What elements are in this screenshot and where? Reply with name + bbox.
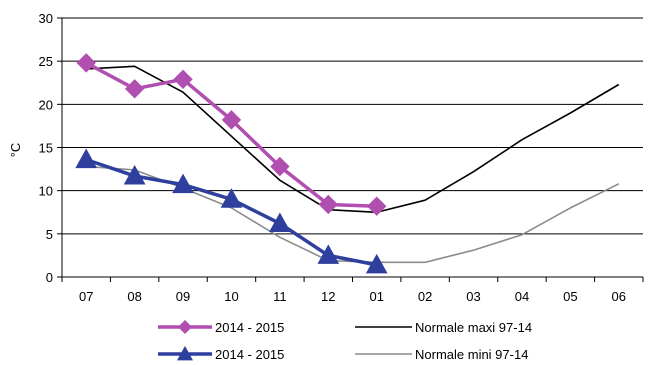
y-tick-label: 10 [39, 184, 53, 199]
y-tick-label: 20 [39, 97, 53, 112]
data-point-1 [123, 164, 146, 185]
legend-item: 2014 - 2015 [158, 346, 284, 362]
x-tick-label: 08 [127, 289, 141, 304]
x-tick-label: 07 [79, 289, 93, 304]
legend-item: Normale maxi 97-14 [355, 320, 532, 335]
series-line-2 [86, 65, 620, 214]
x-tick-label: 03 [466, 289, 480, 304]
legend-item: Normale mini 97-14 [355, 347, 528, 362]
axes [57, 17, 644, 282]
y-tick-label: 25 [39, 54, 53, 69]
data-point-0 [173, 69, 193, 90]
x-tick-label: 04 [515, 289, 529, 304]
x-tick-label: 06 [612, 289, 626, 304]
data-point-1 [317, 244, 340, 264]
y-tick-label: 0 [46, 270, 53, 285]
data-point-1 [172, 173, 194, 194]
legend-marker [178, 320, 192, 334]
x-tick-label: 11 [273, 289, 287, 304]
x-tick-label: 05 [563, 289, 577, 304]
data-point-1 [220, 188, 243, 208]
y-tick-labels: 0 5 10 15 20 25 30 [39, 11, 53, 285]
data-point-0 [76, 53, 96, 73]
x-tick-label: 12 [321, 289, 335, 304]
legend-label: Normale mini 97-14 [415, 347, 528, 362]
legend: 2014 - 2015 2014 - 2015 Normale maxi 97-14… [158, 320, 532, 362]
data-point-0 [318, 194, 338, 215]
x-tick-label: 01 [369, 289, 383, 304]
data-point-1 [365, 253, 388, 274]
y-tick-label: 5 [46, 227, 53, 242]
x-tick-labels: 07 08 09 10 11 12 01 02 03 04 05 06 [79, 289, 626, 304]
gridlines [62, 17, 643, 235]
data-point-1 [75, 148, 98, 169]
legend-label: 2014 - 2015 [215, 320, 284, 335]
legend-label: Normale maxi 97-14 [415, 320, 532, 335]
y-axis-label: °C [8, 143, 23, 158]
x-tick-label: 10 [224, 289, 238, 304]
data-point-0 [367, 196, 387, 216]
legend-label: 2014 - 2015 [215, 347, 284, 362]
y-tick-label: 15 [39, 141, 53, 156]
x-tick-label: 09 [176, 289, 190, 304]
series-group [75, 53, 620, 274]
x-tick-label: 02 [418, 289, 432, 304]
legend-item: 2014 - 2015 [158, 320, 284, 335]
data-point-0 [124, 79, 145, 99]
data-point-1 [269, 212, 291, 232]
y-tick-label: 30 [39, 11, 53, 26]
data-point-0 [221, 110, 242, 130]
data-point-0 [270, 156, 290, 177]
legend-marker [177, 346, 193, 361]
